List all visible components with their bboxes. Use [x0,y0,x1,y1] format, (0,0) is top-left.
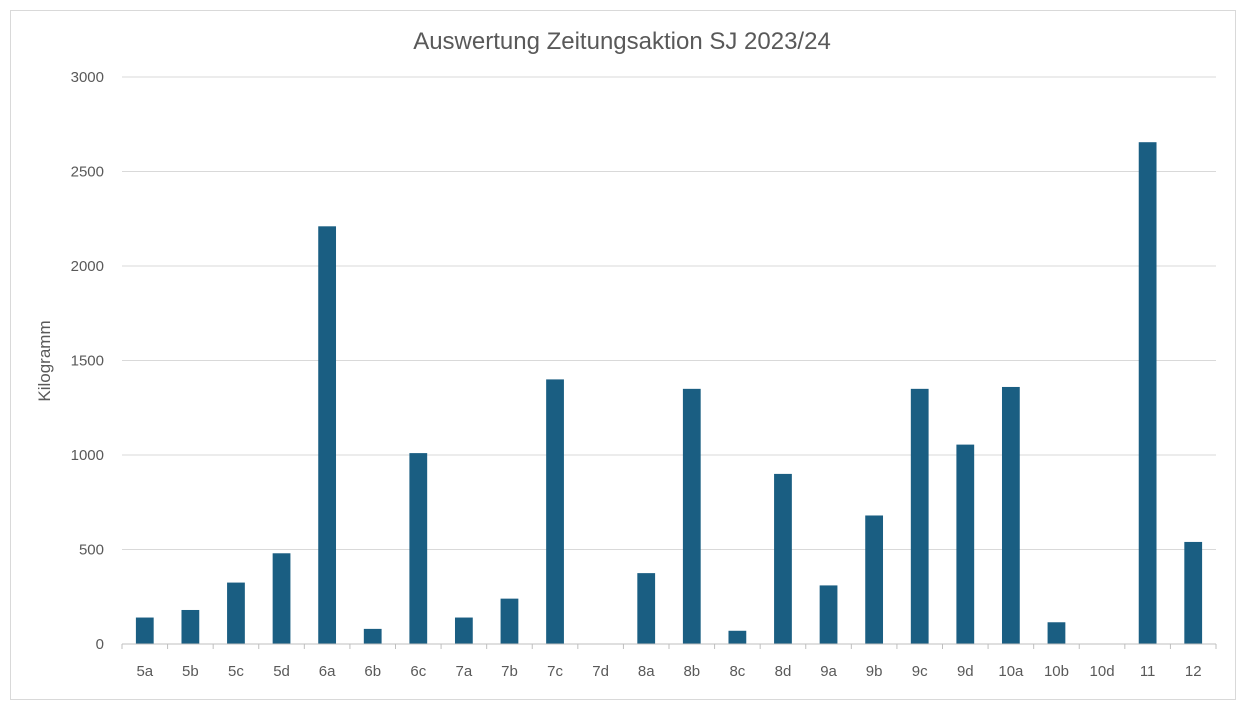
chart-frame [10,10,1236,700]
bar [637,573,656,644]
bar [1047,622,1066,644]
x-tick-label: 10b [1044,663,1069,680]
bar [500,598,519,644]
bar [1001,386,1020,644]
x-tick-label: 5d [273,663,290,680]
bar [1184,541,1203,644]
x-tick-label: 10d [1090,663,1115,680]
y-tick-label: 500 [79,542,104,559]
x-tick-label: 6c [410,663,426,680]
bar [865,515,884,644]
bar [682,388,701,644]
x-tick-label: 8d [775,663,792,680]
y-tick-label: 1500 [71,353,104,370]
y-tick-label: 2500 [71,164,104,181]
x-tick-label: 5b [182,663,199,680]
x-tick-label: 10a [998,663,1024,680]
bar [956,444,975,644]
bar [546,379,564,644]
bar [409,453,428,644]
bar [728,630,747,644]
y-tick-label: 3000 [71,69,104,86]
x-tick-label: 9d [957,663,974,680]
x-tick-label: 5a [136,663,153,680]
x-tick-label: 9a [820,663,837,680]
x-tick-label: 12 [1185,663,1202,680]
x-tick-label: 8a [638,663,655,680]
x-tick-label: 11 [1140,663,1156,680]
x-tick-label: 7a [456,663,473,680]
axes: 0 500 1000 1500 2000 2500 3000 5a 5b 5c 5d 6a 6b 6c 7a… [71,69,1217,680]
x-tick-label: 8c [729,663,745,680]
bar [819,585,838,644]
x-tick-label: 9c [912,663,928,680]
y-tick-label: 0 [96,636,104,653]
x-tick-label: 9b [866,663,883,680]
x-tick-label: 6a [319,663,336,680]
bar [318,226,337,644]
bar [910,388,929,644]
bar [227,582,245,644]
chart-title: Auswertung Zeitungsaktion SJ 2023/24 [413,28,831,55]
x-tick-label: 7b [501,663,518,680]
bar [774,473,792,644]
y-axis-title: Kilogramm [35,320,54,401]
x-tick-label: 7c [547,663,563,680]
gridlines [122,76,1216,550]
x-tick-label: 8b [683,663,700,680]
x-tick-label: 6b [364,663,381,680]
y-tick-label: 2000 [71,258,104,275]
bar [181,609,200,644]
y-tick-label: 1000 [71,447,104,464]
x-tick-label: 7d [592,663,609,680]
bar [1138,142,1157,644]
bar [272,553,291,644]
bar [454,617,473,644]
bar [135,617,154,644]
x-tick-label: 5c [228,663,244,680]
bar [363,628,382,644]
bars [135,142,1203,644]
